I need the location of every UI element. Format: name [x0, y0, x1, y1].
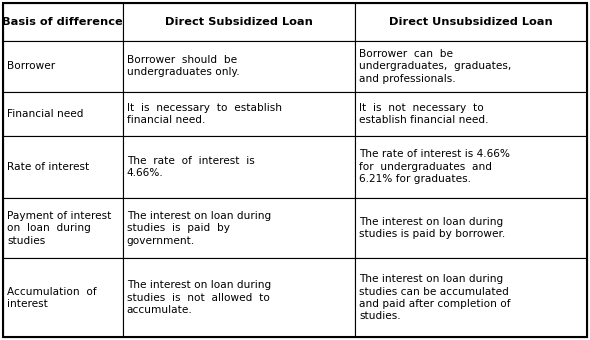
Bar: [355, 41, 587, 92]
Text: Financial need: Financial need: [7, 109, 84, 119]
Text: Payment of interest
on  loan  during
studies: Payment of interest on loan during studi…: [7, 211, 112, 245]
Text: Direct Unsubsidized Loan: Direct Unsubsidized Loan: [389, 17, 553, 27]
Bar: [123, 92, 355, 136]
Bar: [3, 41, 123, 92]
Text: The interest on loan during
studies  is  paid  by
government.: The interest on loan during studies is p…: [127, 211, 271, 245]
Text: The interest on loan during
studies  is  not  allowed  to
accumulate.: The interest on loan during studies is n…: [127, 280, 271, 315]
Bar: [123, 41, 355, 92]
Text: It  is  necessary  to  establish
financial need.: It is necessary to establish financial n…: [127, 103, 282, 125]
Bar: [123, 258, 355, 337]
Text: Accumulation  of
interest: Accumulation of interest: [7, 287, 97, 309]
Text: It  is  not  necessary  to
establish financial need.: It is not necessary to establish financi…: [359, 103, 489, 125]
Bar: [355, 198, 587, 258]
Text: Rate of interest: Rate of interest: [7, 162, 89, 172]
Bar: [123, 136, 355, 198]
Bar: [3, 3, 123, 41]
Bar: [3, 136, 123, 198]
Text: The rate of interest is 4.66%
for  undergraduates  and
6.21% for graduates.: The rate of interest is 4.66% for underg…: [359, 149, 510, 184]
Bar: [355, 92, 587, 136]
Bar: [3, 258, 123, 337]
Bar: [123, 3, 355, 41]
Bar: [355, 258, 587, 337]
Text: Basis of difference: Basis of difference: [2, 17, 123, 27]
Text: Borrower: Borrower: [7, 61, 55, 71]
Bar: [3, 198, 123, 258]
Text: Direct Subsidized Loan: Direct Subsidized Loan: [165, 17, 313, 27]
Text: Borrower  should  be
undergraduates only.: Borrower should be undergraduates only.: [127, 55, 240, 78]
Text: The  rate  of  interest  is
4.66%.: The rate of interest is 4.66%.: [127, 155, 254, 178]
Text: The interest on loan during
studies can be accumulated
and paid after completion: The interest on loan during studies can …: [359, 274, 510, 321]
Bar: [123, 198, 355, 258]
Text: The interest on loan during
studies is paid by borrower.: The interest on loan during studies is p…: [359, 217, 505, 239]
Bar: [355, 3, 587, 41]
Bar: [355, 136, 587, 198]
Bar: [3, 92, 123, 136]
Text: Borrower  can  be
undergraduates,  graduates,
and professionals.: Borrower can be undergraduates, graduate…: [359, 49, 511, 84]
